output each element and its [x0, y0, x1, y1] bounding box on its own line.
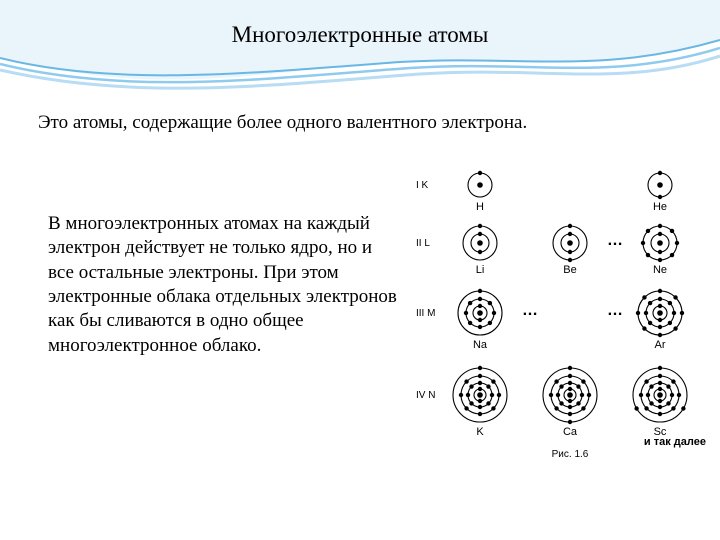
svg-text:Ca: Ca	[563, 426, 578, 438]
svg-text:…: …	[607, 232, 623, 249]
svg-text:Ar: Ar	[655, 339, 666, 351]
svg-text:I K: I K	[416, 180, 429, 191]
svg-text:II L: II L	[416, 238, 430, 249]
svg-text:…: …	[522, 302, 538, 319]
svg-text:и так далее: и так далее	[644, 436, 706, 448]
svg-text:…: …	[607, 302, 623, 319]
definition-text: Это атомы, содержащие более одного вален…	[38, 112, 688, 134]
svg-text:H: H	[476, 201, 484, 213]
svg-text:IV N: IV N	[416, 390, 435, 401]
svg-text:Na: Na	[473, 339, 488, 351]
svg-text:Ne: Ne	[653, 264, 667, 276]
body-paragraph: В многоэлектронных атомах на каждый элек…	[48, 212, 398, 358]
svg-text:Be: Be	[563, 264, 576, 276]
svg-text:Li: Li	[476, 264, 485, 276]
definition-text-content: Это атомы, содержащие более одного вален…	[38, 112, 527, 133]
body-paragraph-content: В многоэлектронных атомах на каждый элек…	[48, 213, 397, 356]
electron-shell-diagram: I KHHeII LLiBeNe…III MNaAr……IV NKCaScи т…	[410, 165, 710, 465]
svg-text:K: K	[476, 426, 484, 438]
slide-title: Многоэлектронные атомы	[0, 22, 720, 48]
svg-text:Рис. 1.6: Рис. 1.6	[552, 449, 589, 460]
svg-text:He: He	[653, 201, 667, 213]
slide-title-text: Многоэлектронные атомы	[232, 22, 489, 47]
svg-text:III M: III M	[416, 308, 435, 319]
